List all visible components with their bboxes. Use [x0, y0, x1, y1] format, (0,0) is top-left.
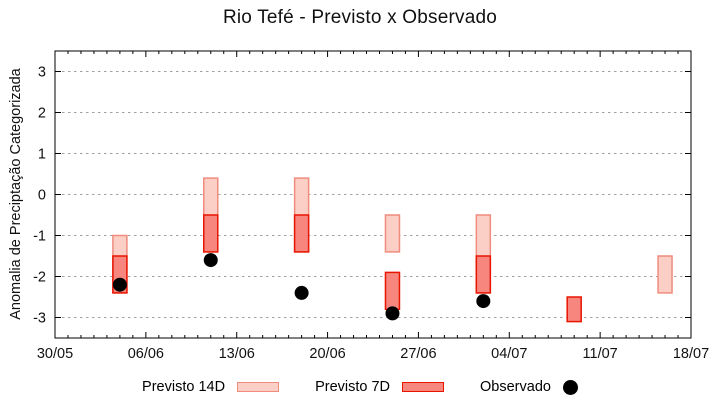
x-tick-label: 18/07	[673, 346, 709, 362]
legend-swatch-icon	[237, 382, 280, 392]
legend-item-2: Observado	[480, 379, 578, 395]
x-tick-label: 04/07	[491, 346, 527, 362]
legend-label: Previsto 14D	[142, 379, 226, 395]
bar-previsto-7d-25/06	[384, 271, 401, 311]
x-tick-label: 27/06	[400, 346, 436, 362]
y-tick-label: -1	[33, 229, 46, 245]
legend-dot-icon	[562, 379, 578, 395]
legend-item-1: Previsto 7D	[315, 379, 445, 395]
y-tick-label: 3	[38, 65, 46, 81]
dot-observado-04/06	[112, 277, 127, 292]
legend: Previsto 14D Previsto 7D Observado	[0, 377, 720, 397]
x-tick-label: 06/06	[128, 346, 164, 362]
bar-previsto-14d-25/06	[384, 214, 401, 253]
y-tick-label: 2	[38, 106, 46, 122]
bar-previsto-14d-16/07	[657, 255, 673, 294]
y-tick-label: 0	[38, 188, 46, 204]
legend-label: Previsto 7D	[315, 379, 391, 395]
dot-observado-11/06	[203, 253, 218, 268]
dot-observado-18/06	[294, 285, 309, 300]
dot-observado-02/07	[476, 294, 491, 309]
legend-item-0: Previsto 14D	[142, 379, 280, 395]
bar-previsto-7d-11/06	[203, 214, 219, 253]
x-tick-label: 20/06	[309, 346, 345, 362]
bar-previsto-7d-18/06	[293, 214, 310, 253]
bar-previsto-7d-02/07	[475, 255, 492, 294]
y-tick-label: -3	[33, 311, 46, 327]
legend-label: Observado	[480, 379, 551, 395]
plot-frame	[54, 50, 692, 339]
x-tick-label: 11/07	[583, 346, 618, 362]
legend-swatch-icon	[402, 382, 445, 392]
chart-title: Rio Tefé - Previsto x Observado	[222, 7, 498, 28]
y-tick-label: 1	[38, 147, 46, 163]
bar-previsto-7d-09/07	[566, 296, 582, 323]
dot-observado-25/06	[385, 306, 400, 321]
y-tick-label: -2	[33, 270, 46, 286]
x-tick-label: 13/06	[219, 346, 255, 362]
x-tick-label: 30/05	[37, 346, 73, 362]
